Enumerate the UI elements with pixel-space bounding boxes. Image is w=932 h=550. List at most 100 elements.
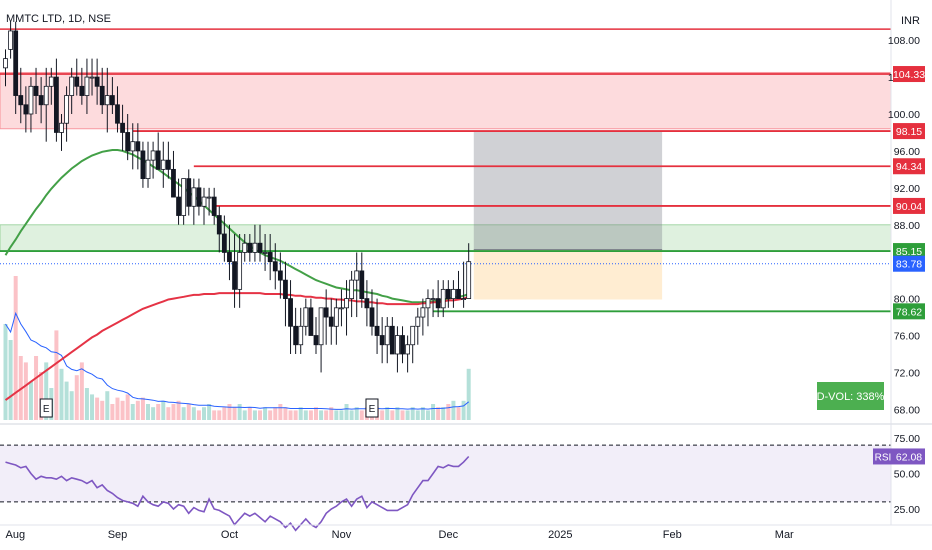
volume-bar [308, 410, 313, 420]
candle-body [425, 298, 431, 309]
candle-body [354, 270, 360, 281]
volume-bar [380, 410, 385, 420]
candle-body [23, 104, 29, 115]
candle-body [318, 307, 324, 346]
volume-bar [202, 407, 207, 420]
volume-bar [298, 407, 303, 420]
position-tool[interactable] [473, 130, 663, 300]
candle [395, 326, 400, 373]
symbol-title[interactable]: MMTC LTD, 1D, NSE [6, 13, 111, 25]
volume-bar [95, 397, 100, 420]
candle [13, 21, 19, 114]
candle [410, 325, 416, 364]
candle-body [28, 85, 34, 115]
candle [227, 224, 232, 281]
volume-bar [349, 410, 354, 420]
earnings-marker[interactable] [365, 398, 379, 418]
volume-bar [263, 407, 268, 420]
currency-label[interactable]: INR [901, 15, 920, 27]
stop-zone[interactable] [473, 249, 663, 300]
volume-bar [23, 362, 28, 420]
volume-bar [359, 410, 364, 420]
candle [120, 104, 125, 151]
candle-body [328, 316, 334, 327]
candle [84, 58, 90, 114]
volume-bar [400, 410, 405, 420]
rsi-pane [0, 444, 891, 532]
volume-bar [319, 410, 324, 420]
candle [247, 233, 253, 262]
price-badge-resistance: 104.33 [893, 66, 925, 83]
volume-bar [186, 404, 191, 420]
volume-bar [90, 394, 95, 420]
candle [232, 233, 237, 308]
volume-bar [334, 410, 339, 420]
volume-bar [191, 407, 196, 420]
price-badge-bg [893, 158, 925, 175]
time-tick-label: Sep [108, 529, 128, 541]
volume-bar [146, 404, 151, 420]
candle-body [104, 95, 110, 106]
price-badge-text: 85.15 [896, 246, 922, 258]
candle-body [277, 270, 283, 281]
volume-bar [273, 407, 278, 420]
target-zone[interactable] [473, 130, 663, 250]
candle [165, 141, 171, 179]
candle [23, 86, 29, 133]
candle-body [389, 325, 395, 355]
volume-bar [64, 381, 69, 420]
candle-body [125, 132, 131, 152]
volume-bar [461, 400, 466, 420]
candle [191, 178, 197, 225]
volume-bar [74, 375, 79, 420]
price-badge-text: 90.04 [896, 201, 922, 213]
volume-bar [79, 362, 84, 420]
candle-body [176, 196, 181, 216]
price-badge-bg [893, 66, 925, 83]
volume-bar [196, 410, 201, 420]
candle [155, 132, 161, 170]
candle [69, 67, 75, 114]
candle [318, 307, 324, 373]
candle [43, 67, 49, 142]
candle-body [13, 30, 19, 96]
earnings-marker[interactable] [39, 398, 53, 418]
volume-bar [329, 407, 334, 420]
candle-body [415, 316, 421, 327]
candle [333, 298, 339, 345]
candle [400, 326, 405, 364]
candle-body [339, 307, 344, 310]
volume-bar [84, 388, 89, 420]
time-tick-label: Oct [221, 529, 238, 541]
candle [389, 317, 395, 355]
candle [435, 280, 441, 318]
price-badge-resistance: 94.34 [893, 158, 925, 175]
volume-bar [395, 407, 400, 420]
candle [211, 187, 217, 225]
candle [145, 141, 151, 188]
candle [59, 114, 64, 151]
candle-body [135, 141, 141, 152]
candle-body [456, 288, 461, 299]
candle [38, 77, 44, 124]
price-levels[interactable] [0, 28, 891, 313]
rsi-band [0, 445, 891, 502]
candle [201, 187, 207, 225]
candle-body [440, 288, 446, 309]
price-badge-resistance: 90.04 [893, 197, 925, 214]
volume-bar [446, 404, 451, 420]
candle [74, 58, 80, 96]
volume-bar [176, 400, 181, 420]
candle-body [79, 85, 85, 96]
dvol-badge: D-VOL: 338% [817, 382, 885, 410]
price-badge-resistance: 98.15 [893, 123, 925, 140]
candle [451, 280, 456, 308]
price-badge-bg [893, 197, 925, 214]
candle-body [94, 76, 100, 87]
candle-body [308, 307, 314, 336]
candle [3, 49, 8, 87]
candle-body [150, 150, 156, 161]
